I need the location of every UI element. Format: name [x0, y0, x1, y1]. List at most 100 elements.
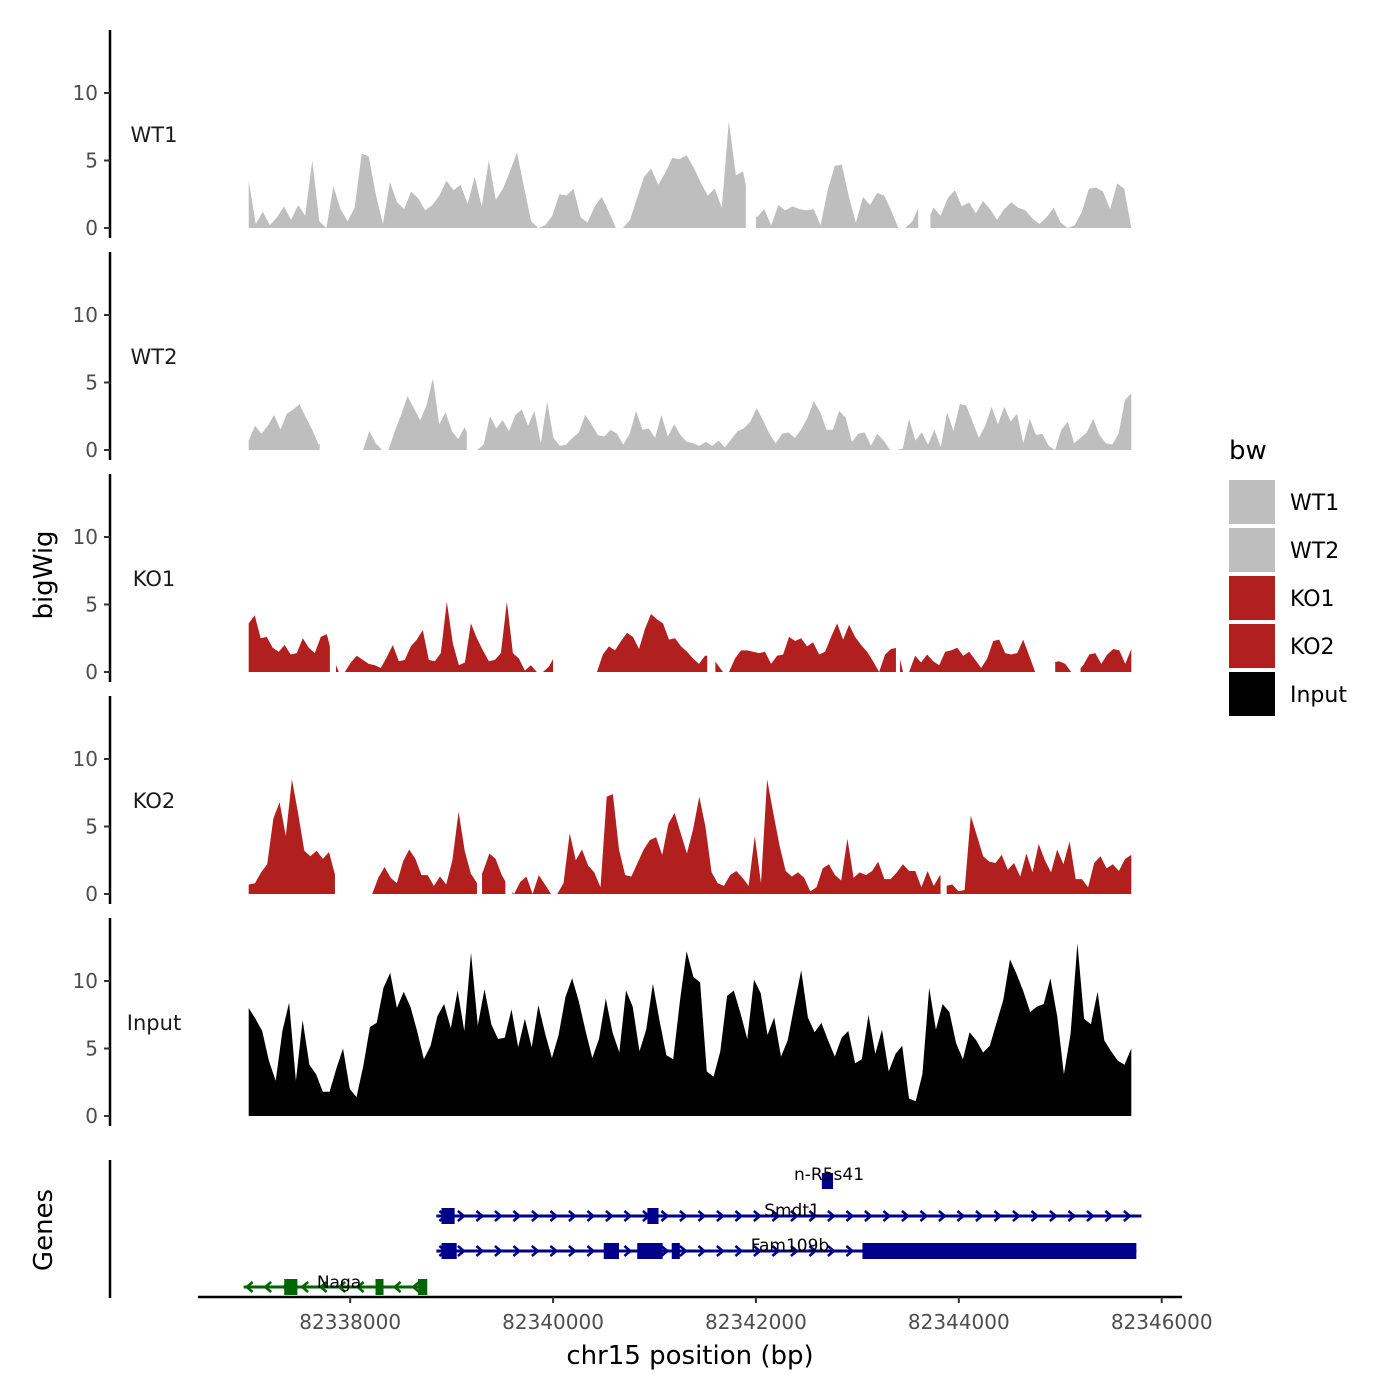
- coverage-gap: [707, 483, 716, 674]
- strand-arrow-icon: [697, 1210, 707, 1222]
- y-tick-label: 0: [85, 216, 98, 240]
- bigwig-tracks: 0 5 10 WT1 0 5 10 WT2 0 5 10 KO1 0 5 10 KO2 0 5 10 Input: [73, 30, 1132, 1128]
- strand-arrow-icon: [938, 1210, 947, 1222]
- coverage-area-ko1: [248, 601, 1132, 672]
- strand-arrow-icon: [623, 1245, 633, 1257]
- coverage-gap: [895, 483, 900, 674]
- strand-arrow-icon: [568, 1245, 577, 1257]
- coverage-gap: [940, 705, 947, 896]
- strand-arrow-icon: [808, 1245, 818, 1257]
- track-panel-ko2: 0 5 10 KO2: [73, 696, 1132, 906]
- strand-arrow-icon: [660, 1245, 670, 1257]
- strand-arrow-icon: [457, 1245, 466, 1257]
- exon-block: [418, 1279, 428, 1295]
- strand-arrow-icon: [771, 1245, 781, 1257]
- y-tick-label: 10: [73, 747, 98, 771]
- strand-arrow-icon: [494, 1245, 503, 1257]
- strand-arrow-icon: [956, 1210, 966, 1222]
- strand-arrow-icon: [771, 1210, 781, 1222]
- strand-arrow-icon: [549, 1245, 559, 1257]
- y-tick-label: 0: [85, 882, 98, 906]
- y-tick-label: 5: [85, 149, 98, 173]
- y-tick-label: 0: [85, 1104, 98, 1128]
- exon-block: [375, 1279, 384, 1295]
- legend-label-wt1: WT1: [1290, 491, 1339, 516]
- y-tick-label: 10: [73, 969, 98, 993]
- strand-arrow-icon: [1030, 1210, 1040, 1222]
- gene-naga: Naga: [243, 1273, 428, 1295]
- gene-fam109b: Fam109b: [436, 1236, 1137, 1259]
- exon-block: [671, 1243, 680, 1259]
- gene-annotation-track: Naga n-R5s41 Smdt1 Fam109b: [108, 1160, 1142, 1298]
- strand-arrow-icon: [1086, 1210, 1095, 1222]
- exon-block: [441, 1208, 455, 1224]
- strand-arrow-icon: [1067, 1210, 1077, 1222]
- coverage-gap: [505, 705, 513, 896]
- legend: bw WT1 WT2 KO1 KO2 Input: [1229, 436, 1347, 716]
- strand-arrow-icon: [457, 1210, 466, 1222]
- strand-arrow-icon: [734, 1245, 744, 1257]
- strand-arrow-icon: [993, 1210, 1003, 1222]
- coverage-area-input: [248, 943, 1132, 1116]
- x-axis-title: chr15 position (bp): [566, 1341, 813, 1371]
- gene-label: Naga: [317, 1273, 361, 1293]
- strand-arrow-icon: [790, 1210, 799, 1222]
- legend-label-input: Input: [1290, 683, 1347, 708]
- legend-swatch-ko1: [1229, 576, 1275, 620]
- strand-arrow-icon: [845, 1245, 855, 1257]
- strand-arrow-icon: [919, 1210, 929, 1222]
- legend-swatch-wt2: [1229, 528, 1275, 572]
- gene-n-r5s41: n-R5s41: [794, 1165, 864, 1189]
- strand-arrow-icon: [318, 1281, 328, 1293]
- legend-label-ko1: KO1: [1290, 587, 1335, 612]
- strand-arrow-icon: [586, 1210, 596, 1222]
- genes-axis-title: Genes: [29, 1189, 59, 1271]
- strand-arrow-icon: [1104, 1210, 1114, 1222]
- y-tick-label: 0: [85, 438, 98, 462]
- strand-arrow-icon: [808, 1210, 818, 1222]
- track-label: WT2: [131, 345, 178, 369]
- strand-arrow-icon: [753, 1245, 762, 1257]
- strand-arrow-icon: [244, 1281, 254, 1293]
- legend-swatch-input: [1229, 672, 1275, 716]
- track-label: WT1: [131, 123, 178, 147]
- x-tick-label: 82342000: [705, 1310, 807, 1334]
- coverage-gap: [1075, 483, 1081, 674]
- y-axis-title: bigWig: [29, 530, 59, 619]
- exon-block: [441, 1243, 457, 1259]
- strand-arrow-icon: [716, 1245, 725, 1257]
- strand-arrow-icon: [1049, 1210, 1058, 1222]
- track-label: KO2: [133, 789, 176, 813]
- strand-arrow-icon: [512, 1210, 522, 1222]
- strand-arrow-icon: [975, 1210, 984, 1222]
- y-tick-label: 5: [85, 815, 98, 839]
- gene-label: Fam109b: [751, 1236, 829, 1256]
- strand-arrow-icon: [586, 1245, 596, 1257]
- track-panel-wt2: 0 5 10 WT2: [73, 252, 1132, 462]
- strand-arrow-icon: [300, 1281, 309, 1293]
- coverage-gap: [918, 39, 931, 230]
- exon-block: [637, 1243, 663, 1259]
- exon-block: [862, 1243, 1137, 1259]
- strand-arrow-icon: [882, 1210, 892, 1222]
- strand-arrow-icon: [475, 1210, 485, 1222]
- coverage-gap: [476, 705, 483, 896]
- strand-arrow-icon: [1123, 1210, 1132, 1222]
- y-tick-label: 10: [73, 525, 98, 549]
- x-tick-label: 82338000: [299, 1310, 401, 1334]
- strand-arrow-icon: [734, 1210, 744, 1222]
- exon-block: [821, 1173, 834, 1189]
- strand-arrow-icon: [623, 1210, 633, 1222]
- legend-swatch-wt1: [1229, 480, 1275, 524]
- coverage-gap: [334, 705, 359, 896]
- coverage-area-wt2: [248, 378, 1132, 450]
- strand-arrow-icon: [512, 1245, 522, 1257]
- strand-arrow-icon: [549, 1210, 559, 1222]
- gene-label: n-R5s41: [794, 1165, 864, 1185]
- y-tick-label: 5: [85, 1037, 98, 1061]
- strand-arrow-icon: [568, 1210, 577, 1222]
- strand-arrow-icon: [716, 1210, 725, 1222]
- strand-arrow-icon: [392, 1281, 402, 1293]
- track-panel-input: 0 5 10 Input: [73, 918, 1132, 1128]
- strand-arrow-icon: [494, 1210, 503, 1222]
